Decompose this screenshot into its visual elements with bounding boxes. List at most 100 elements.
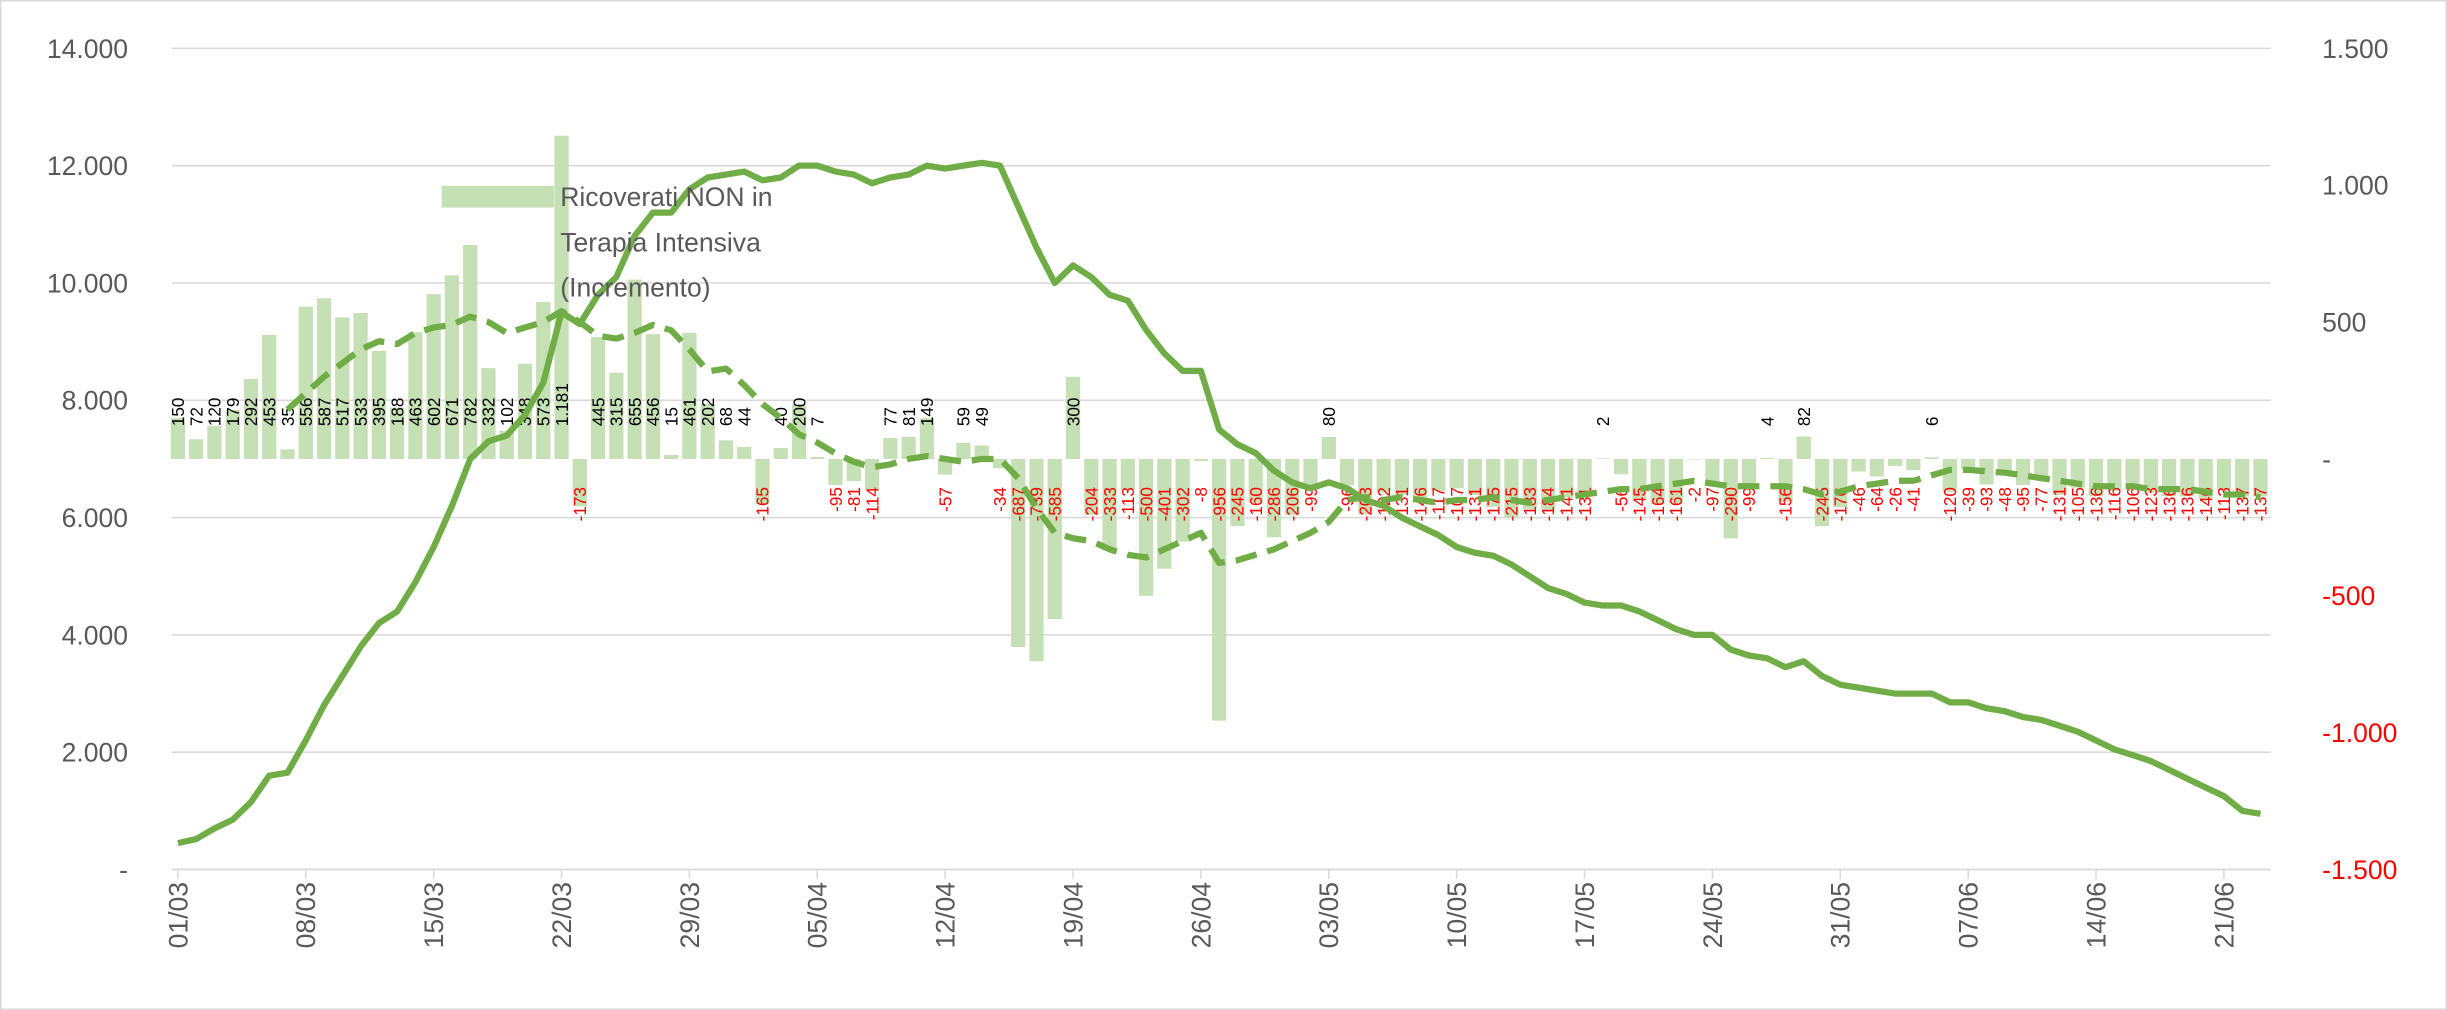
data-label: 77 <box>881 407 901 426</box>
bar <box>1577 458 1592 495</box>
bar <box>170 417 186 459</box>
data-label: -131 <box>1465 487 1485 521</box>
data-label: 72 <box>186 407 206 426</box>
data-label: -117 <box>1429 487 1449 520</box>
bar <box>2235 458 2250 497</box>
data-label: -116 <box>2105 487 2125 520</box>
bar <box>1394 458 1409 495</box>
data-label: 81 <box>899 407 919 426</box>
y-tick-label: 12.000 <box>47 151 128 181</box>
data-label: 517 <box>333 398 353 427</box>
bar <box>609 372 624 459</box>
y-tick-label: 2.000 <box>62 738 128 768</box>
dashed-line <box>285 307 2261 567</box>
bar <box>1997 458 2012 473</box>
data-label: -114 <box>862 487 882 521</box>
data-label: -290 <box>1721 487 1741 521</box>
data-label: -8 <box>1191 487 1211 502</box>
data-label: -105 <box>2068 487 2088 521</box>
y2-tick-label: -1.500 <box>2322 855 2397 885</box>
x-tick-label: 01/03 <box>163 882 193 948</box>
bar <box>1796 436 1811 459</box>
data-label: -41 <box>1904 487 1924 512</box>
bar <box>828 458 843 485</box>
data-label: -120 <box>1940 487 1960 521</box>
bar <box>1193 458 1209 462</box>
bar <box>463 244 478 459</box>
data-label: -302 <box>1173 487 1193 521</box>
bar <box>1522 458 1537 510</box>
data-label: 120 <box>205 398 225 427</box>
data-label: -165 <box>753 487 773 521</box>
data-label: 602 <box>424 398 444 427</box>
data-label: 461 <box>680 398 700 427</box>
data-label: 587 <box>314 398 334 427</box>
x-tick-label: 29/03 <box>675 882 705 948</box>
bar <box>2180 458 2195 497</box>
data-label: 202 <box>698 398 718 427</box>
x-tick-label: 12/04 <box>931 882 961 948</box>
data-label: -113 <box>1118 487 1138 520</box>
data-label: -160 <box>1246 487 1266 521</box>
data-label: -206 <box>1282 487 1302 521</box>
data-label: -2 <box>1684 487 1704 502</box>
data-label: -123 <box>2141 487 2161 521</box>
bar <box>389 407 405 459</box>
data-label: 300 <box>1063 398 1083 427</box>
bar <box>1157 458 1172 569</box>
x-tick-label: 15/03 <box>419 882 449 948</box>
bar <box>1705 458 1720 486</box>
data-label: 456 <box>643 398 663 427</box>
bar <box>1778 458 1793 502</box>
y-tick-label: 4.000 <box>62 620 128 650</box>
data-label: 671 <box>442 398 462 427</box>
y2-tick-label: - <box>2322 444 2331 474</box>
data-label: -500 <box>1136 487 1156 521</box>
data-label: -95 <box>826 487 846 512</box>
bar <box>645 334 660 459</box>
y2-tick-label: -500 <box>2322 581 2375 611</box>
data-label: -141 <box>1557 487 1577 521</box>
data-label: 7 <box>808 417 828 427</box>
x-tick-label: 14/06 <box>2081 882 2111 948</box>
bar <box>1961 458 1976 470</box>
y-tick-label: 8.000 <box>62 386 128 416</box>
bar <box>700 403 715 459</box>
bar <box>2253 458 2268 497</box>
data-label: 15 <box>661 407 681 426</box>
bar <box>1285 458 1300 516</box>
bar <box>1869 458 1884 477</box>
data-label: 82 <box>1794 407 1814 426</box>
bar <box>1376 458 1391 493</box>
data-label: -146 <box>1410 487 1430 521</box>
bar <box>2216 458 2232 490</box>
data-label: -99 <box>1301 487 1321 512</box>
bar <box>755 458 770 505</box>
data-label: 80 <box>1319 407 1339 426</box>
legend-label: Ricoverati NON in Terapia Intensiva (Inc… <box>560 182 773 303</box>
bar <box>810 457 825 459</box>
bar <box>444 275 460 459</box>
bar <box>974 445 989 459</box>
data-label: -286 <box>1264 487 1284 521</box>
data-label: -175 <box>1483 487 1503 521</box>
data-label: -136 <box>2086 487 2106 521</box>
bar <box>426 294 441 459</box>
bar <box>1595 458 1610 459</box>
bar <box>737 446 752 459</box>
data-label: 463 <box>406 398 426 427</box>
bar <box>883 437 898 459</box>
data-label: -156 <box>1776 487 1796 521</box>
data-label: 59 <box>954 407 974 426</box>
data-label: 573 <box>534 398 554 427</box>
bar <box>1011 458 1026 647</box>
data-label: -81 <box>844 487 864 512</box>
bar <box>1413 458 1428 499</box>
bar <box>1687 458 1702 460</box>
bar <box>1138 458 1154 596</box>
data-label: -95 <box>2013 487 2033 512</box>
bar <box>1650 458 1665 504</box>
data-label: -245 <box>1228 487 1248 521</box>
data-label: -64 <box>1867 487 1887 512</box>
bar <box>2052 458 2067 495</box>
